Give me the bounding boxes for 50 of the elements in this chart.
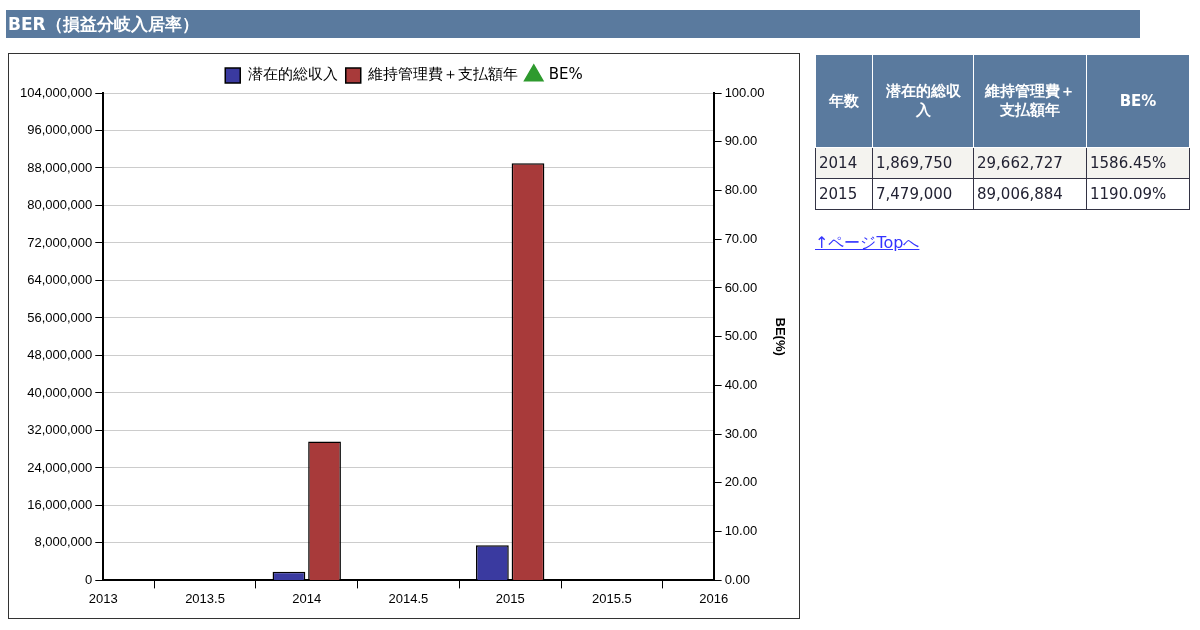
y-tick-label: 16,000,000	[27, 496, 93, 512]
text: 2014	[815, 147, 873, 179]
text: 潜在的総収入	[872, 54, 974, 148]
x-tick-label: 2015	[495, 590, 525, 606]
y2-tick-label: 0.00	[724, 571, 750, 587]
x-tick-label: 2014	[292, 590, 322, 606]
x-tick-label: 2013	[88, 590, 118, 606]
y2-tick-label: 100.00	[724, 84, 765, 100]
legend-label: 維持管理費＋支払額年	[367, 65, 519, 84]
text: 年数	[815, 54, 873, 148]
y2-tick-label: 80.00	[724, 182, 758, 198]
x-tick-label: 2015.5	[592, 590, 632, 606]
y2-tick-label: 70.00	[724, 230, 758, 246]
chart-title: BER（損益分岐入居率）	[6, 10, 1140, 38]
y2-tick-label: 40.00	[724, 377, 758, 393]
y-tick-label: 64,000,000	[27, 272, 93, 288]
y-tick-label: 80,000,000	[27, 197, 93, 213]
y2-tick-label: 60.00	[724, 279, 758, 295]
legend-label: 潜在的総収入	[247, 65, 338, 84]
x-tick-label: 2013.5	[185, 590, 225, 606]
y-tick-label: 56,000,000	[27, 309, 93, 325]
y-tick-label: 8,000,000	[34, 534, 93, 550]
y-tick-label: 0	[85, 571, 93, 587]
x-tick-label: 2016	[699, 590, 729, 606]
legend-label: BE%	[548, 65, 583, 84]
text: 1190.09%	[1086, 178, 1190, 210]
y2-tick-label: 90.00	[724, 133, 758, 149]
text: 維持管理費＋支払額年	[973, 54, 1087, 148]
y2-tick-label: 10.00	[724, 523, 758, 539]
text: 29,662,727	[973, 147, 1087, 179]
text: ↑ページTopへ	[815, 233, 920, 254]
text: 2015	[815, 178, 873, 210]
y-tick-label: 96,000,000	[27, 122, 93, 138]
x-tick-label: 2014.5	[388, 590, 429, 606]
text: 89,006,884	[973, 178, 1087, 210]
y-tick-label: 104,000,000	[20, 84, 93, 100]
y-tick-label: 40,000,000	[27, 384, 93, 400]
y-tick-label: 88,000,000	[27, 159, 93, 175]
y2-tick-label: 50.00	[724, 328, 758, 344]
y-tick-label: 48,000,000	[27, 347, 93, 363]
text: BE%	[1086, 54, 1190, 148]
y2-tick-label: 20.00	[724, 474, 758, 490]
y2-tick-label: 30.00	[724, 425, 758, 441]
y-tick-label: 24,000,000	[27, 459, 93, 475]
text: 7,479,000	[872, 178, 974, 210]
text: 1,869,750	[872, 147, 974, 179]
text: 1586.45%	[1086, 147, 1190, 179]
y2-axis-title: BE(%)	[772, 317, 788, 356]
y-tick-label: 72,000,000	[27, 234, 93, 250]
y-tick-label: 32,000,000	[27, 422, 93, 438]
